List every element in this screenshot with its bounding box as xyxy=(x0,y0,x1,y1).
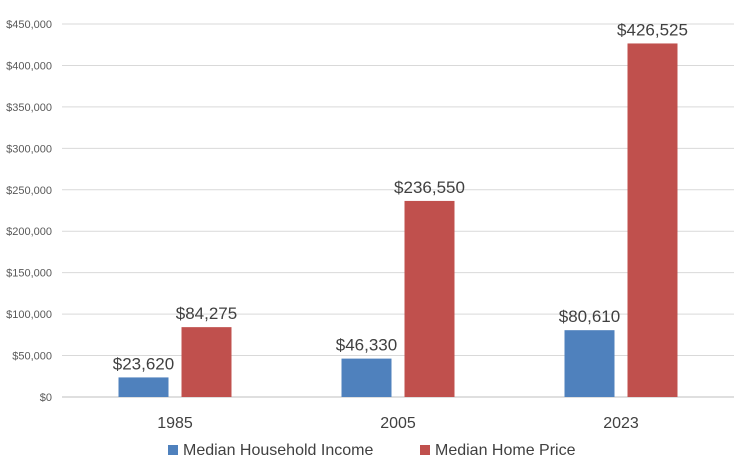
x-axis-ticks: 1985 2005 2023 xyxy=(157,415,639,432)
legend-swatch xyxy=(420,445,430,455)
data-labels: $23,620 $84,275 $46,330 $236,550 $80,610 $426… xyxy=(113,20,688,373)
y-tick-label: $150,000 xyxy=(6,268,52,280)
legend: Median Household Income Median Home Price xyxy=(168,442,576,459)
y-tick-label: $300,000 xyxy=(6,143,52,155)
data-label: $426,525 xyxy=(617,20,688,39)
data-label: $46,330 xyxy=(336,336,397,355)
x-tick-label: 2005 xyxy=(380,415,416,432)
x-tick-label: 2023 xyxy=(603,415,639,432)
y-tick-label: $250,000 xyxy=(6,185,52,197)
bar-median-household-income-2023 xyxy=(564,330,615,397)
y-tick-label: $0 xyxy=(40,392,52,404)
y-tick-label: $400,000 xyxy=(6,60,52,72)
bars xyxy=(118,43,678,398)
y-tick-label: $200,000 xyxy=(6,226,52,238)
bar-median-home-price-2023 xyxy=(627,43,678,398)
data-label: $23,620 xyxy=(113,354,174,373)
y-axis-ticks: $0 $50,000 $100,000 $150,000 $200,000 $250,00… xyxy=(6,19,52,404)
data-label: $84,275 xyxy=(176,304,237,323)
y-tick-label: $100,000 xyxy=(6,309,52,321)
legend-swatch xyxy=(168,445,178,455)
y-tick-label: $50,000 xyxy=(12,351,52,363)
gridlines xyxy=(62,23,734,398)
data-label: $236,550 xyxy=(394,178,465,197)
x-tick-label: 1985 xyxy=(157,415,193,432)
legend-label: Median Home Price xyxy=(435,442,576,459)
legend-label: Median Household Income xyxy=(183,442,373,459)
bar-median-home-price-2005 xyxy=(404,200,455,397)
data-label: $80,610 xyxy=(559,307,620,326)
y-tick-label: $450,000 xyxy=(6,19,52,31)
bar-median-household-income-1985 xyxy=(118,377,169,397)
bar-median-home-price-1985 xyxy=(181,327,232,397)
y-tick-label: $350,000 xyxy=(6,102,52,114)
bar-median-household-income-2005 xyxy=(341,358,392,397)
